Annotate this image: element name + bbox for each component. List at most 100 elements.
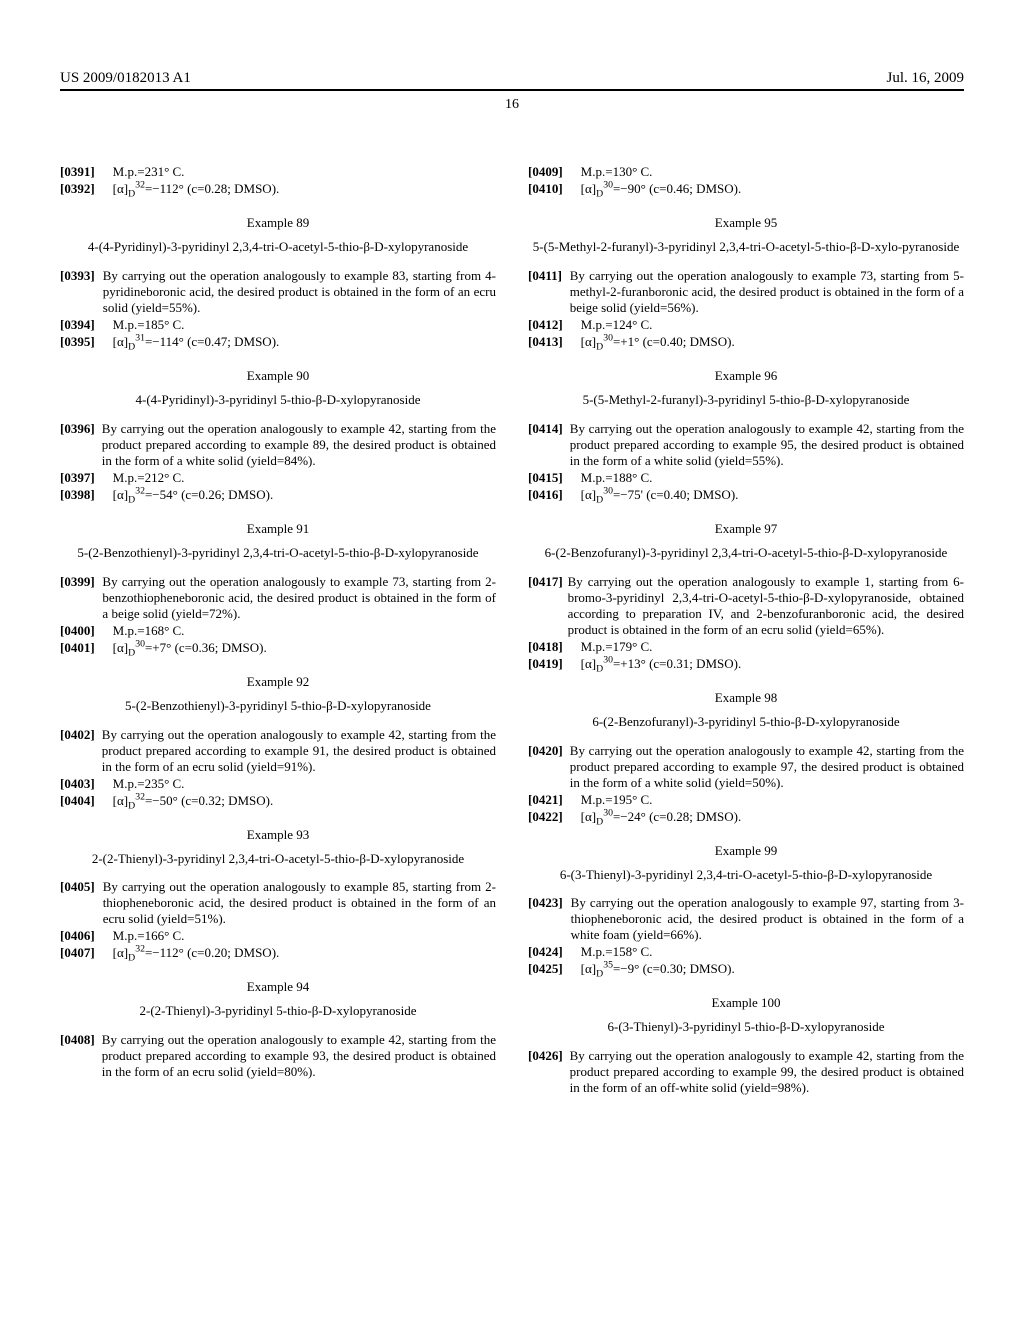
para-text: [α]D32=−112° (c=0.28; DMSO).: [113, 181, 280, 197]
para-num: [0394]: [60, 317, 95, 333]
paragraph: [0403] M.p.=235° C.: [60, 776, 496, 792]
para-num: [0421]: [528, 792, 563, 808]
para-text: By carrying out the operation analogousl…: [570, 421, 964, 469]
paragraph: [0398][α]D32=−54° (c=0.26; DMSO).: [60, 487, 496, 503]
compound-title: 5-(5-Methyl-2-furanyl)-3-pyridinyl 2,3,4…: [528, 239, 964, 256]
para-num: [0399]: [60, 574, 95, 590]
para-text: By carrying out the operation analogousl…: [103, 268, 496, 316]
two-column-layout: [0391] M.p.=231° C. [0392] [α]D32=−112° (c…: [60, 163, 964, 1097]
para-num: [0407]: [60, 945, 95, 961]
paragraph: [0412] M.p.=124° C.: [528, 317, 964, 333]
paragraph: [0420] By carrying out the operation anal…: [528, 743, 964, 791]
paragraph: [0425][α]D35=−9° (c=0.30; DMSO).: [528, 961, 964, 977]
paragraph: [0392] [α]D32=−112° (c=0.28; DMSO).: [60, 181, 496, 197]
para-text: By carrying out the operation analogousl…: [102, 574, 496, 622]
paragraph: [0400]M.p.=168° C.: [60, 623, 496, 639]
para-num: [0396]: [60, 421, 95, 437]
para-num: [0418]: [528, 639, 563, 655]
para-num: [0402]: [60, 727, 95, 743]
compound-title: 6-(3-Thienyl)-3-pyridinyl 2,3,4-tri-O-ac…: [528, 867, 964, 884]
example-heading: Example 95: [528, 215, 964, 231]
para-num: [0410]: [528, 181, 563, 197]
paragraph: [0396] By carrying out the operation anal…: [60, 421, 496, 469]
example-heading: Example 96: [528, 368, 964, 384]
publication-date: Jul. 16, 2009: [886, 70, 964, 87]
para-num: [0392]: [60, 181, 95, 197]
paragraph: [0408]By carrying out the operation anal…: [60, 1032, 496, 1080]
page-header: US 2009/0182013 A1 Jul. 16, 2009: [60, 70, 964, 91]
paragraph: [0410] [α]D30=−90° (c=0.46; DMSO).: [528, 181, 964, 197]
paragraph: [0424] M.p.=158° C.: [528, 944, 964, 960]
paragraph: [0414] By carrying out the operation anal…: [528, 421, 964, 469]
compound-title: 5-(2-Benzothienyl)-3-pyridinyl 2,3,4-tri…: [60, 545, 496, 562]
example-heading: Example 94: [60, 979, 496, 995]
para-text: By carrying out the operation analogousl…: [571, 895, 964, 943]
example-heading: Example 89: [60, 215, 496, 231]
para-text: [α]D30=+13° (c=0.31; DMSO).: [581, 656, 742, 672]
compound-title: 4-(4-Pyridinyl)-3-pyridinyl 5-thio-β-D-x…: [60, 392, 496, 409]
para-num: [0401]: [60, 640, 95, 656]
paragraph: [0422][α]D30=−24° (c=0.28; DMSO).: [528, 809, 964, 825]
para-num: [0391]: [60, 164, 95, 180]
para-text: By carrying out the operation analogousl…: [570, 268, 964, 316]
para-num: [0409]: [528, 164, 563, 180]
para-text: M.p.=166° C.: [113, 928, 185, 944]
example-heading: Example 100: [528, 995, 964, 1011]
para-text: [α]D31=−114° (c=0.47; DMSO).: [113, 334, 280, 350]
para-num: [0414]: [528, 421, 563, 437]
para-num: [0422]: [528, 809, 563, 825]
paragraph: [0416][α]D30=−75' (c=0.40; DMSO).: [528, 487, 964, 503]
example-heading: Example 98: [528, 690, 964, 706]
para-text: M.p.=235° C.: [113, 776, 185, 792]
paragraph: [0393] By carrying out the operation anal…: [60, 268, 496, 316]
para-text: [α]D30=−75' (c=0.40; DMSO).: [581, 487, 739, 503]
para-num: [0412]: [528, 317, 563, 333]
para-text: M.p.=195° C.: [581, 792, 653, 808]
para-text: [α]D30=+7° (c=0.36; DMSO).: [113, 640, 267, 656]
paragraph: [0411]By carrying out the operation anal…: [528, 268, 964, 316]
para-num: [0425]: [528, 961, 563, 977]
para-text: [α]D30=+1° (c=0.40; DMSO).: [581, 334, 735, 350]
para-text: M.p.=212° C.: [113, 470, 185, 486]
compound-title: 2-(2-Thienyl)-3-pyridinyl 2,3,4-tri-O-ac…: [60, 851, 496, 868]
example-heading: Example 90: [60, 368, 496, 384]
compound-title: 6-(2-Benzofuranyl)-3-pyridinyl 5-thio-β-…: [528, 714, 964, 731]
para-text: By carrying out the operation analogousl…: [102, 727, 496, 775]
paragraph: [0397]M.p.=212° C.: [60, 470, 496, 486]
paragraph: [0423] By carrying out the operation anal…: [528, 895, 964, 943]
paragraph: [0415]M.p.=188° C.: [528, 470, 964, 486]
compound-title: 2-(2-Thienyl)-3-pyridinyl 5-thio-β-D-xyl…: [60, 1003, 496, 1020]
para-num: [0403]: [60, 776, 95, 792]
para-text: By carrying out the operation analogousl…: [568, 574, 964, 638]
compound-title: 5-(2-Benzothienyl)-3-pyridinyl 5-thio-β-…: [60, 698, 496, 715]
para-num: [0420]: [528, 743, 563, 759]
para-num: [0415]: [528, 470, 563, 486]
para-text: M.p.=231° C.: [113, 164, 185, 180]
para-num: [0393]: [60, 268, 95, 284]
example-heading: Example 91: [60, 521, 496, 537]
para-num: [0423]: [528, 895, 563, 911]
para-text: [α]D32=−50° (c=0.32; DMSO).: [113, 793, 274, 809]
paragraph: [0407] [α]D32=−112° (c=0.20; DMSO).: [60, 945, 496, 961]
compound-title: 6-(3-Thienyl)-3-pyridinyl 5-thio-β-D-xyl…: [528, 1019, 964, 1036]
paragraph: [0404] [α]D32=−50° (c=0.32; DMSO).: [60, 793, 496, 809]
paragraph: [0419][α]D30=+13° (c=0.31; DMSO).: [528, 656, 964, 672]
para-text: M.p.=124° C.: [581, 317, 653, 333]
para-text: [α]D32=−112° (c=0.20; DMSO).: [113, 945, 280, 961]
page-container: US 2009/0182013 A1 Jul. 16, 2009 16 [039…: [0, 0, 1024, 1157]
paragraph: [0413][α]D30=+1° (c=0.40; DMSO).: [528, 334, 964, 350]
para-text: M.p.=130° C.: [581, 164, 653, 180]
para-text: By carrying out the operation analogousl…: [102, 421, 496, 469]
para-text: M.p.=158° C.: [581, 944, 653, 960]
paragraph: [0418]M.p.=179° C.: [528, 639, 964, 655]
para-num: [0398]: [60, 487, 95, 503]
compound-title: 6-(2-Benzofuranyl)-3-pyridinyl 2,3,4-tri…: [528, 545, 964, 562]
para-text: [α]D30=−90° (c=0.46; DMSO).: [581, 181, 742, 197]
paragraph: [0395][α]D31=−114° (c=0.47; DMSO).: [60, 334, 496, 350]
para-text: By carrying out the operation analogousl…: [570, 743, 964, 791]
example-heading: Example 99: [528, 843, 964, 859]
para-num: [0424]: [528, 944, 563, 960]
para-num: [0408]: [60, 1032, 95, 1048]
example-heading: Example 92: [60, 674, 496, 690]
para-num: [0404]: [60, 793, 95, 809]
